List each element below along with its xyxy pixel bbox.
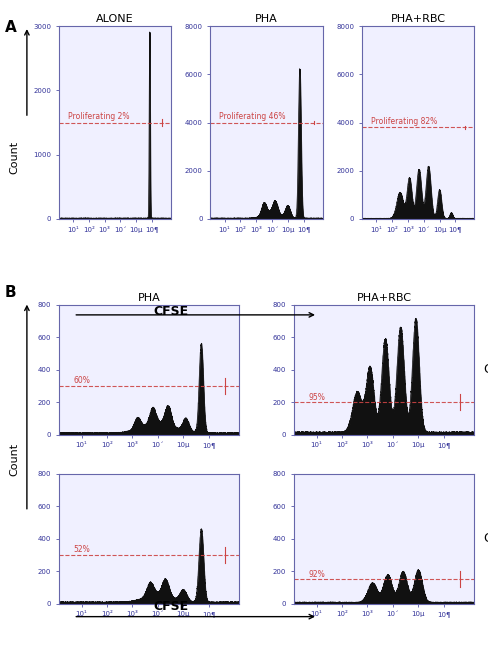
Text: 52%: 52% (73, 545, 90, 554)
Text: Proliferating 46%: Proliferating 46% (219, 112, 285, 121)
Text: Proliferating 2%: Proliferating 2% (67, 112, 129, 121)
Title: PHA+RBC: PHA+RBC (356, 293, 410, 302)
Text: Proliferating 82%: Proliferating 82% (370, 117, 436, 125)
Text: CD4+: CD4+ (482, 363, 488, 377)
Text: CD8+: CD8+ (482, 532, 488, 545)
Text: CFSE: CFSE (153, 305, 188, 318)
Text: CFSE: CFSE (153, 600, 188, 613)
Text: 95%: 95% (307, 393, 325, 401)
Title: ALONE: ALONE (96, 14, 133, 24)
Text: 60%: 60% (73, 377, 90, 386)
Title: PHA+RBC: PHA+RBC (390, 14, 445, 24)
Text: 92%: 92% (307, 569, 324, 579)
Text: Count: Count (10, 141, 20, 174)
Text: A: A (5, 20, 17, 35)
Title: PHA: PHA (255, 14, 277, 24)
Text: Count: Count (10, 443, 20, 476)
Title: PHA: PHA (138, 293, 160, 302)
Text: B: B (5, 285, 17, 300)
